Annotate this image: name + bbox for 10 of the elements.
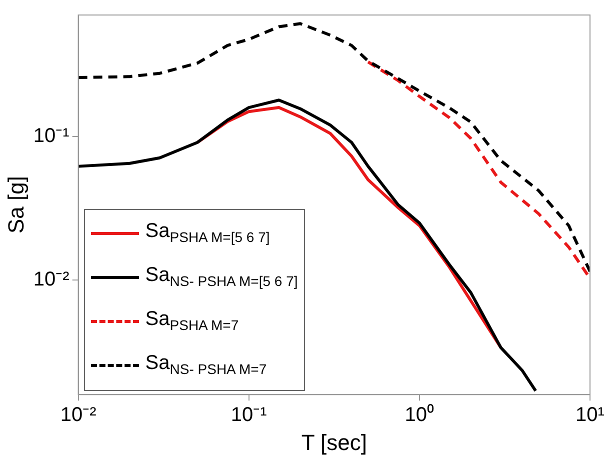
- legend-label: Sa$_{NS- PSHA M=[5 6 7]}$: [145, 264, 298, 291]
- legend-label: Sa$_{PSHA M=[5 6 7]}$: [145, 220, 270, 247]
- x-axis-title: T [sec]: [301, 430, 367, 455]
- legend-label: Sa$_{NS- PSHA M=7}$: [145, 352, 267, 379]
- y-axis-title: Sa [g]: [3, 176, 28, 234]
- x-tick-label: 10⁻²: [60, 404, 97, 426]
- x-tick-label: 10¹: [576, 404, 605, 426]
- legend-label: Sa$_{PSHA M=7}$: [145, 308, 239, 335]
- x-tick-label: 10⁰: [404, 403, 434, 426]
- x-tick-label: 10⁻¹: [230, 404, 268, 426]
